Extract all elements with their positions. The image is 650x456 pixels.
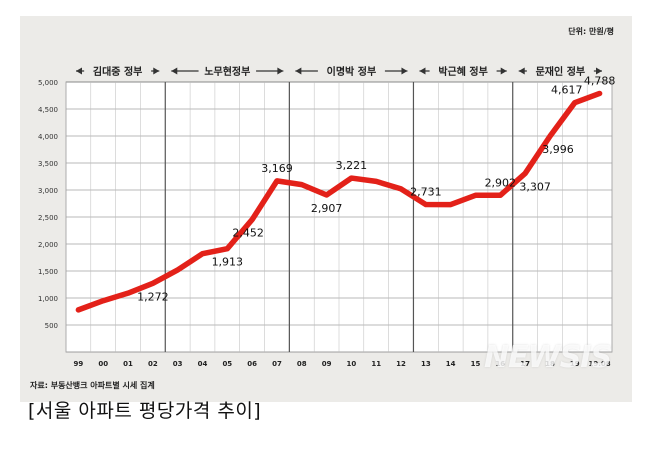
data-point bbox=[151, 282, 155, 285]
x-tick-label: 02 bbox=[148, 360, 158, 368]
y-tick-label: 3,000 bbox=[38, 187, 58, 195]
data-label: 2,731 bbox=[410, 186, 442, 199]
series-line bbox=[75, 90, 603, 313]
chart-caption: [서울 아파트 평당가격 추이] bbox=[28, 400, 262, 422]
x-tick-label: 19.08 bbox=[589, 360, 611, 368]
data-point bbox=[523, 172, 527, 175]
data-label: 2,452 bbox=[232, 227, 264, 240]
x-tick-label: 99 bbox=[74, 360, 84, 368]
data-point bbox=[399, 187, 403, 191]
x-tick-label: 09 bbox=[322, 360, 332, 368]
data-point bbox=[126, 291, 130, 295]
data-label: 3,169 bbox=[261, 162, 293, 175]
y-tick-label: 500 bbox=[45, 322, 58, 330]
data-label: 3,996 bbox=[542, 143, 574, 156]
period-label: 노무현정부 bbox=[204, 65, 250, 78]
x-tick-label: 11 bbox=[371, 360, 381, 368]
period-label: 김대중 정부 bbox=[93, 65, 142, 78]
x-tick-label: 06 bbox=[247, 360, 257, 368]
period-label-bg bbox=[429, 63, 497, 79]
period-label-bg bbox=[198, 63, 257, 79]
data-point bbox=[474, 194, 477, 197]
data-point bbox=[275, 179, 279, 183]
y-tick-label: 4,500 bbox=[38, 106, 58, 114]
period-arrowhead-right bbox=[153, 67, 160, 75]
period-arrowhead-left bbox=[419, 67, 426, 75]
x-tick-label: 01 bbox=[123, 360, 133, 368]
period-arrowhead-left bbox=[295, 67, 302, 75]
y-tick-label: 2,500 bbox=[38, 214, 58, 222]
y-tick-label: 1,500 bbox=[38, 268, 58, 276]
data-point bbox=[250, 218, 254, 221]
data-label: 1,913 bbox=[212, 256, 244, 269]
data-point bbox=[102, 299, 105, 302]
x-tick-label: 04 bbox=[198, 360, 208, 368]
data-label: 4,617 bbox=[551, 84, 583, 97]
period-arrowhead-left bbox=[171, 67, 178, 75]
x-tick-label: 07 bbox=[272, 360, 282, 368]
period-arrowhead-right bbox=[401, 67, 408, 75]
x-tick-label: 03 bbox=[173, 360, 183, 368]
period-arrowhead-left bbox=[76, 67, 82, 75]
y-tick-label: 5,000 bbox=[38, 79, 58, 87]
x-tick-label: 12 bbox=[396, 360, 406, 368]
period-label-bg bbox=[526, 63, 594, 79]
data-point bbox=[375, 180, 378, 183]
data-point bbox=[201, 252, 204, 255]
data-label: 3,221 bbox=[336, 159, 368, 172]
period-arrowhead-right bbox=[596, 67, 602, 75]
data-point bbox=[598, 92, 601, 95]
data-point bbox=[77, 308, 80, 312]
unit-label: 단위: 만원/평 bbox=[568, 26, 614, 36]
data-point bbox=[226, 247, 229, 250]
period-label: 이명박 정부 bbox=[327, 65, 376, 78]
source-note: 자료: 부동산뱅크 아파트별 시세 집계 bbox=[30, 380, 155, 390]
x-tick-label: 08 bbox=[297, 360, 307, 368]
data-point bbox=[300, 183, 303, 186]
x-tick-label: 05 bbox=[222, 360, 232, 368]
data-label: 4,788 bbox=[584, 74, 616, 87]
period-label: 문재인 정부 bbox=[536, 65, 585, 78]
period-label: 박근혜 정부 bbox=[438, 65, 487, 78]
y-tick-label: 1,000 bbox=[38, 295, 58, 303]
data-point bbox=[573, 101, 576, 104]
data-label: 2,907 bbox=[311, 202, 343, 215]
x-tick-label: 15 bbox=[471, 360, 481, 368]
data-label: 1,272 bbox=[137, 290, 169, 303]
data-point bbox=[449, 203, 452, 206]
data-label: 3,307 bbox=[519, 180, 551, 193]
x-tick-label: 19 bbox=[570, 360, 580, 368]
y-tick-label: 4,000 bbox=[38, 133, 58, 141]
data-point bbox=[424, 203, 428, 206]
data-point bbox=[176, 268, 179, 272]
period-arrowhead-right bbox=[500, 67, 507, 75]
y-tick-label: 2,000 bbox=[38, 241, 58, 249]
data-point bbox=[325, 193, 328, 197]
data-label: 2,902 bbox=[485, 176, 517, 189]
x-tick-label: 16 bbox=[495, 360, 505, 368]
period-label-bg bbox=[84, 63, 152, 79]
x-tick-label: 17 bbox=[520, 360, 530, 368]
y-tick-label: 3,500 bbox=[38, 160, 58, 168]
data-point bbox=[350, 176, 353, 180]
period-arrowhead-right bbox=[277, 67, 284, 75]
x-tick-label: 00 bbox=[98, 360, 108, 368]
period-label-bg bbox=[317, 63, 385, 79]
x-tick-label: 10 bbox=[347, 360, 357, 368]
x-tick-label: 18 bbox=[545, 360, 555, 368]
x-tick-label: 13 bbox=[421, 360, 431, 368]
x-tick-label: 14 bbox=[446, 360, 456, 368]
period-arrowhead-left bbox=[518, 67, 525, 75]
data-point bbox=[548, 135, 552, 138]
data-point bbox=[499, 194, 502, 197]
